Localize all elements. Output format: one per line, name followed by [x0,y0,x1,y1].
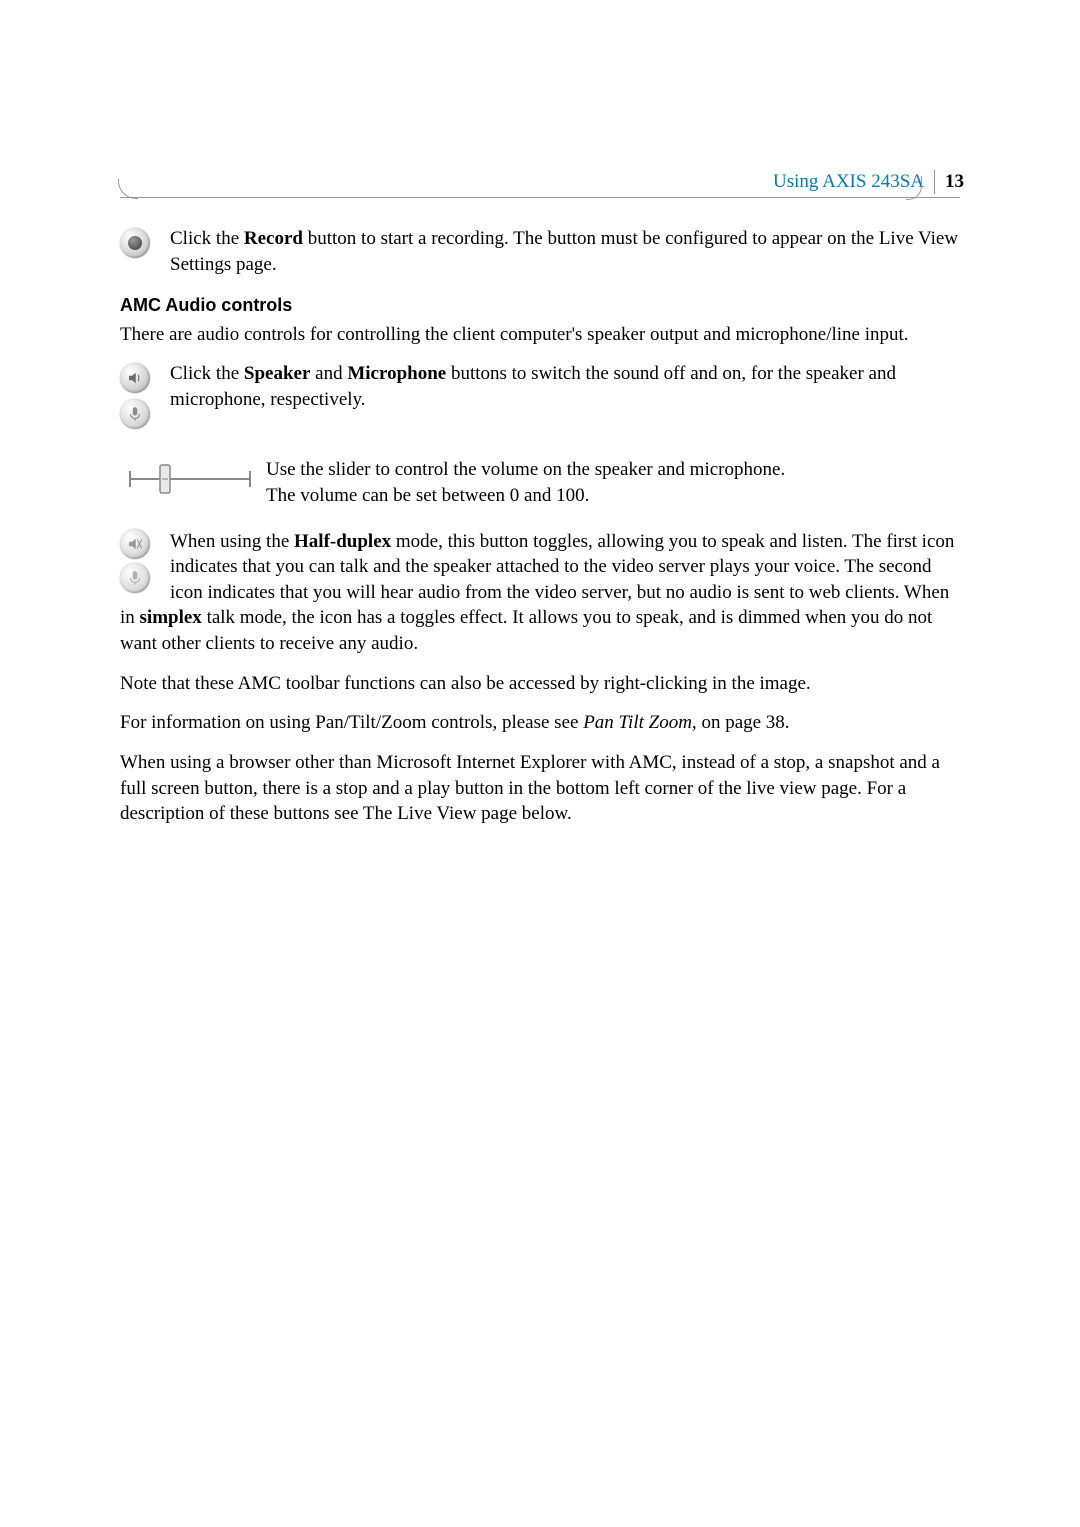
duplex-icons [120,529,170,597]
microphone-icon [120,399,150,429]
record-bold: Record [244,228,303,249]
ptz-para: For information on using Pan/Tilt/Zoom c… [120,710,960,736]
header-curve [118,179,138,199]
browser-note: When using a browser other than Microsof… [120,750,960,827]
speaker-mic-text: Click the Speaker and Microphone buttons… [170,361,960,435]
record-text: Click the Record button to start a recor… [170,226,960,277]
header-divider [934,170,935,194]
record-block: Click the Record button to start a recor… [120,226,960,277]
listen-icon [120,563,150,593]
sm-t1: Click the [170,363,244,384]
speaker-mic-icons [120,361,170,435]
record-icon-col [120,226,170,277]
talk-icon [120,529,150,559]
dx-b2: simplex [140,607,202,628]
record-t1: Click the [170,228,244,249]
page-content: Click the Record button to start a recor… [120,226,960,827]
ptz-t1: For information on using Pan/Tilt/Zoom c… [120,712,583,733]
right-click-note: Note that these AMC toolbar functions ca… [120,671,960,697]
duplex-text: When using the Half-duplex mode, this bu… [120,529,960,657]
sm-t2: and [310,363,347,384]
header-title: Using AXIS 243SA [773,171,924,195]
page-header: Using AXIS 243SA 13 [120,168,960,198]
slider-text: Use the slider to control the volume on … [266,457,960,508]
sm-b1: Speaker [244,363,311,384]
ptz-ref: Pan Tilt Zoom, [583,712,697,733]
amc-intro: There are audio controls for controlling… [120,322,960,348]
duplex-block: When using the Half-duplex mode, this bu… [120,529,960,657]
slider-block: Use the slider to control the volume on … [120,457,960,508]
volume-slider-icon [126,461,254,505]
slider-line1: Use the slider to control the volume on … [266,457,960,483]
ptz-t2: on page 38. [697,712,790,733]
record-icon [120,228,150,258]
page-number: 13 [945,171,964,195]
slider-line2: The volume can be set between 0 and 100. [266,483,960,509]
dx-t3: talk mode, the icon has a toggles effect… [120,607,932,654]
speaker-mic-block: Click the Speaker and Microphone buttons… [120,361,960,435]
dx-b1: Half-duplex [294,531,391,552]
speaker-icon [120,363,150,393]
header-rule [120,197,960,198]
sm-b2: Microphone [347,363,446,384]
amc-heading: AMC Audio controls [120,293,960,317]
dx-t1: When using the [170,531,294,552]
